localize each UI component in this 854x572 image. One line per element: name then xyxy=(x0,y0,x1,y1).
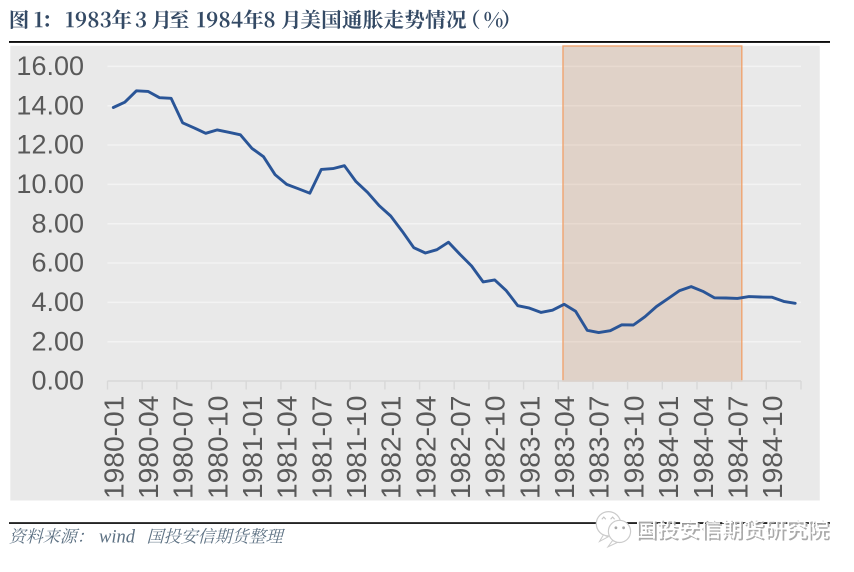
svg-text:1983-04: 1983-04 xyxy=(548,396,580,499)
svg-text:1982-07: 1982-07 xyxy=(444,396,476,499)
svg-text:wind: wind xyxy=(99,527,136,547)
svg-text:1981-10: 1981-10 xyxy=(340,396,372,499)
svg-text:1983-01: 1983-01 xyxy=(513,396,545,499)
svg-text:1981-01: 1981-01 xyxy=(236,396,268,499)
svg-text:1982-10: 1982-10 xyxy=(479,396,511,499)
svg-text:1983-07: 1983-07 xyxy=(583,396,615,499)
svg-text:0.00: 0.00 xyxy=(31,366,84,396)
svg-text:1982-01: 1982-01 xyxy=(375,396,407,499)
svg-text:8.00: 8.00 xyxy=(31,208,84,238)
svg-text:1980-10: 1980-10 xyxy=(201,396,233,499)
svg-text:1984-07: 1984-07 xyxy=(721,396,753,499)
svg-text:2.00: 2.00 xyxy=(31,326,84,356)
svg-text:1984-01: 1984-01 xyxy=(652,396,684,499)
svg-text:1980-07: 1980-07 xyxy=(167,396,199,499)
svg-text:6.00: 6.00 xyxy=(31,248,84,278)
svg-text:1983-10: 1983-10 xyxy=(617,396,649,499)
svg-text:1981-07: 1981-07 xyxy=(305,396,337,499)
svg-text:4.00: 4.00 xyxy=(31,287,84,317)
svg-text:1984-10: 1984-10 xyxy=(756,396,788,499)
svg-text:16.00: 16.00 xyxy=(16,51,84,81)
svg-text:1982-04: 1982-04 xyxy=(409,396,441,499)
svg-text:1981-04: 1981-04 xyxy=(271,396,303,499)
svg-text:1984-04: 1984-04 xyxy=(687,396,719,499)
svg-text:1980-01: 1980-01 xyxy=(97,396,129,499)
svg-text:10.00: 10.00 xyxy=(16,169,84,199)
svg-text:14.00: 14.00 xyxy=(16,90,84,120)
svg-text:1980-04: 1980-04 xyxy=(132,396,164,499)
svg-text:12.00: 12.00 xyxy=(16,130,84,160)
